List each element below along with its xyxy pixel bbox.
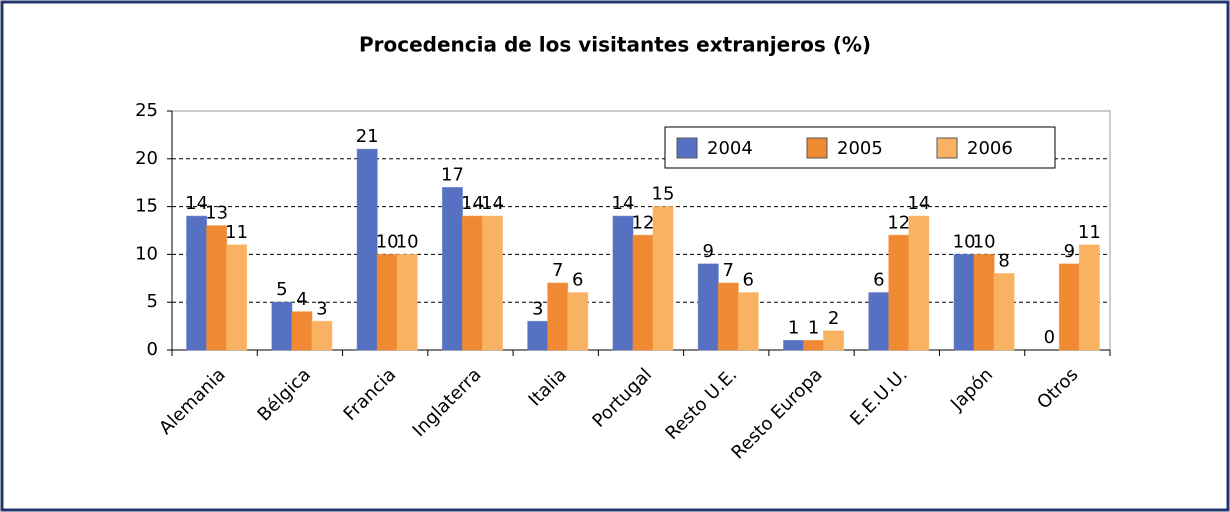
data-label: 1 [788,317,799,338]
legend-label: 2006 [967,138,1013,159]
data-label: 3 [532,298,543,319]
data-label: 10 [376,231,399,252]
data-label: 15 [652,184,675,205]
data-label: 2 [828,308,839,329]
bar [186,215,208,351]
bar [356,148,378,351]
data-label: 11 [225,222,248,243]
y-tick-label: 25 [135,100,158,121]
bar [953,253,975,351]
bar [1058,263,1080,351]
data-label: 8 [998,251,1009,272]
data-label: 3 [316,298,327,319]
bar [1078,244,1100,351]
data-label: 7 [723,260,734,281]
data-label: 14 [907,193,930,214]
bar [652,206,674,351]
data-label: 14 [461,193,484,214]
bar [973,253,995,351]
bar [547,282,569,351]
data-label: 14 [481,193,504,214]
bar [737,292,759,351]
bar [697,263,719,351]
data-label: 7 [552,260,563,281]
y-tick-label: 10 [135,243,158,264]
data-label: 11 [1078,222,1101,243]
bar [291,311,313,351]
data-label: 14 [185,193,208,214]
bar [481,215,503,351]
data-label: 13 [205,203,228,224]
bar [396,253,418,351]
data-label: 0 [1044,327,1055,348]
bar [783,339,805,351]
data-label: 6 [743,270,754,291]
bar [376,253,398,351]
bar [271,301,293,351]
legend-swatch [936,137,958,159]
data-label: 6 [572,270,583,291]
bar [612,215,634,351]
y-tick-label: 15 [135,196,158,217]
legend-swatch [806,137,828,159]
y-tick-label: 0 [147,339,158,360]
bar [632,234,654,351]
y-tick-label: 5 [147,291,158,312]
data-label: 6 [873,270,884,291]
legend-box [664,126,1056,169]
data-label: 1 [808,317,819,338]
bar [717,282,739,351]
bar [908,215,930,351]
data-label: 9 [703,241,714,262]
data-label: 10 [973,231,996,252]
bar [868,292,890,351]
data-label: 21 [356,126,379,147]
bar [527,320,549,351]
legend-label: 2004 [707,138,753,159]
chart-title: Procedencia de los visitantes extranjero… [359,33,871,57]
y-tick-label: 20 [135,148,158,169]
bar [206,225,228,351]
data-label: 17 [441,164,464,185]
bar [888,234,910,351]
data-label: 14 [612,193,635,214]
legend-swatch [676,137,698,159]
bar [567,292,589,351]
data-label: 9 [1064,241,1075,262]
bar [823,330,845,351]
bar [461,215,483,351]
legend-label: 2005 [837,138,883,159]
bar [803,339,825,351]
bar [993,273,1015,351]
bar [441,186,463,351]
data-label: 10 [953,231,976,252]
data-label: 4 [296,289,307,310]
data-label: 10 [396,231,419,252]
bar [311,320,333,351]
data-label: 12 [887,212,910,233]
bar [226,244,248,351]
data-label: 12 [632,212,655,233]
data-label: 5 [276,279,287,300]
